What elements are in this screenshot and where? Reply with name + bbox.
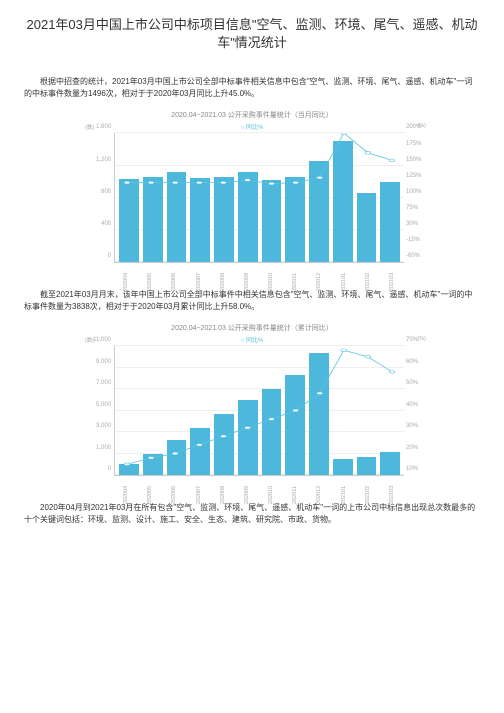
y-right-tick: -15% xyxy=(406,237,426,243)
bar xyxy=(357,193,377,262)
y-right-tick: 175% xyxy=(406,141,426,147)
y-left-tick: 5,000 xyxy=(85,402,111,408)
y-left-tick: 1,200 xyxy=(85,157,111,163)
bar xyxy=(285,375,305,476)
bar xyxy=(167,440,187,475)
y-right-tick: 20% xyxy=(406,445,426,451)
y-right-tick: 40% xyxy=(406,402,426,408)
x-tick: 202004 xyxy=(123,270,129,294)
bar xyxy=(238,400,258,475)
y-right-tick: 30% xyxy=(406,221,426,227)
y-left-tick: 1,600 xyxy=(85,124,111,130)
bar xyxy=(333,141,353,262)
x-tick: 202101 xyxy=(341,483,347,507)
y-left-tick: 400 xyxy=(85,221,111,227)
x-tick: 202012 xyxy=(316,270,322,294)
bar xyxy=(190,428,210,475)
bar xyxy=(167,172,187,262)
y-left-tick: 11,000 xyxy=(85,337,111,343)
bar xyxy=(143,177,163,262)
bar xyxy=(380,182,400,263)
chart-2-title: 2020.04~2021.03 公开采购事件量统计（累计同比） xyxy=(82,323,422,333)
y-right-tick: 60% xyxy=(406,359,426,365)
x-tick: 202011 xyxy=(292,270,298,294)
y-right-tick: 10% xyxy=(406,466,426,472)
x-tick: 202103 xyxy=(389,270,395,294)
x-tick: 202007 xyxy=(196,483,202,507)
bar xyxy=(309,161,329,263)
y-right-tick: -60% xyxy=(406,253,426,259)
bar xyxy=(190,178,210,263)
chart-2-plot: (数) (%) 01,0003,0005,0007,0009,00011,000… xyxy=(114,346,404,476)
y-left-tick: 1,000 xyxy=(85,445,111,451)
chart-1-plot: (数) (%) 04008001,2001,600-60%-15%30%75%1… xyxy=(114,133,404,263)
x-tick: 202103 xyxy=(389,483,395,507)
x-tick: 202102 xyxy=(365,483,371,507)
x-tick: 202009 xyxy=(244,483,250,507)
x-tick: 202008 xyxy=(220,270,226,294)
y-right-tick: 125% xyxy=(406,173,426,179)
y-left-tick: 0 xyxy=(85,253,111,259)
x-tick: 202007 xyxy=(196,270,202,294)
y-right-tick: 100% xyxy=(406,189,426,195)
x-tick: 202006 xyxy=(171,483,177,507)
bar xyxy=(333,459,353,475)
x-tick: 202012 xyxy=(316,483,322,507)
x-tick: 202008 xyxy=(220,483,226,507)
y-right-tick: 50% xyxy=(406,380,426,386)
x-tick: 202006 xyxy=(171,270,177,294)
bar xyxy=(285,177,305,262)
bar xyxy=(357,457,377,476)
bar xyxy=(262,180,282,262)
x-tick: 202101 xyxy=(341,270,347,294)
x-tick: 202102 xyxy=(365,270,371,294)
paragraph-1: 根据中招查的统计，2021年03月中国上市公司全部中标事件相关信息中包含"空气、… xyxy=(24,76,480,100)
chart-2-x-axis: 2020042020052020062020072020082020092020… xyxy=(114,478,404,484)
y-right-tick: 150% xyxy=(406,157,426,163)
bar xyxy=(119,179,139,263)
bar xyxy=(214,414,234,475)
y-right-tick: 200% xyxy=(406,124,426,130)
chart-2-legend: ○ 同比% xyxy=(82,335,422,344)
bar xyxy=(309,353,329,475)
x-tick: 202010 xyxy=(268,483,274,507)
y-right-tick: 30% xyxy=(406,423,426,429)
y-left-tick: 9,000 xyxy=(85,359,111,365)
x-tick: 202010 xyxy=(268,270,274,294)
chart-1-title: 2020.04~2021.03 公开采购事件量统计（当月同比） xyxy=(82,110,422,120)
y-right-tick: 75% xyxy=(406,205,426,211)
chart-1-x-axis: 2020042020052020062020072020082020092020… xyxy=(114,265,404,271)
x-tick: 202005 xyxy=(147,483,153,507)
paragraph-3: 2020年04月到2021年03月在所有包含"空气、监测、环境、尾气、遥感、机动… xyxy=(24,502,480,526)
chart-1-legend: ○ 同比% xyxy=(82,122,422,131)
y-left-tick: 3,000 xyxy=(85,423,111,429)
bar xyxy=(262,389,282,476)
bar xyxy=(238,172,258,262)
y-right-tick: 70% xyxy=(406,337,426,343)
x-tick: 202004 xyxy=(123,483,129,507)
x-tick: 202011 xyxy=(292,483,298,507)
y-left-tick: 0 xyxy=(85,466,111,472)
paragraph-2: 截至2021年03月月末，该年中国上市公司全部中标事件中相关信息包含"空气、监测… xyxy=(24,289,480,313)
chart-2: 2020.04~2021.03 公开采购事件量统计（累计同比） ○ 同比% (数… xyxy=(82,323,422,484)
x-tick: 202009 xyxy=(244,270,250,294)
chart-1: 2020.04~2021.03 公开采购事件量统计（当月同比） ○ 同比% (数… xyxy=(82,110,422,271)
page-title: 2021年03月中国上市公司中标项目信息"空气、监测、环境、尾气、遥感、机动车"… xyxy=(24,16,480,52)
bar xyxy=(143,454,163,475)
bar xyxy=(119,464,139,476)
bar xyxy=(214,177,234,262)
x-tick: 202005 xyxy=(147,270,153,294)
bar xyxy=(380,452,400,475)
y-left-tick: 800 xyxy=(85,189,111,195)
y-left-tick: 7,000 xyxy=(85,380,111,386)
